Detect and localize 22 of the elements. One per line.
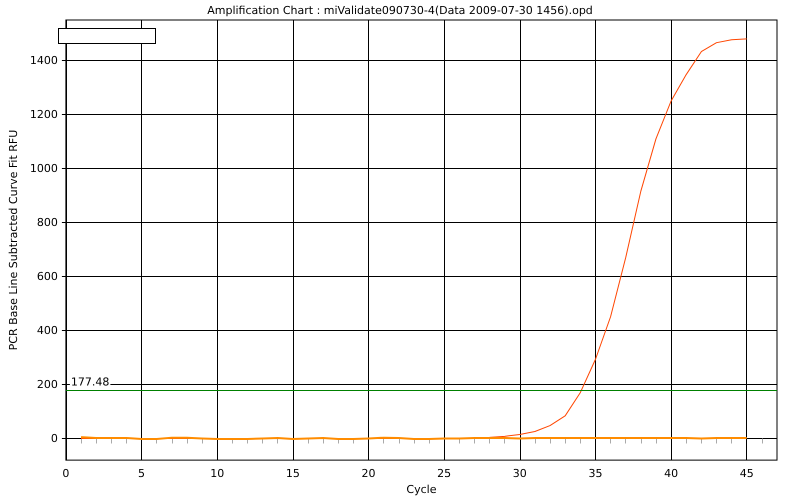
y-tick-label: 600	[36, 270, 58, 283]
ref-line-label: 177.48	[70, 376, 110, 389]
y-tick-label: 400	[36, 324, 58, 337]
x-tick-label: 45	[740, 467, 754, 480]
x-tick-label: 40	[664, 467, 678, 480]
y-tick-label: 1400	[30, 54, 58, 67]
x-tick-label: 20	[361, 467, 376, 480]
y-tick-label: 800	[36, 216, 58, 229]
x-tick-label: 5	[138, 467, 146, 480]
chart-title: Amplification Chart : miValidate090730-4(Data 2009-07-30 1456).opd	[207, 4, 593, 17]
x-tick-label: 30	[512, 467, 527, 480]
x-axis-title: Cycle	[406, 483, 437, 496]
x-tick-label: 35	[588, 467, 602, 480]
x-tick-label: 10	[210, 467, 224, 480]
y-tick-label: 0	[50, 432, 58, 445]
y-tick-label: 1200	[30, 108, 58, 121]
y-tick-label: 200	[36, 378, 58, 391]
x-tick-label: 15	[286, 467, 300, 480]
y-tick-label: 1000	[30, 162, 58, 175]
x-tick-label: 0	[62, 467, 70, 480]
y-axis-title: PCR Base Line Subtracted Curve Fit RFU	[7, 130, 20, 350]
x-tick-label: 25	[437, 467, 452, 480]
